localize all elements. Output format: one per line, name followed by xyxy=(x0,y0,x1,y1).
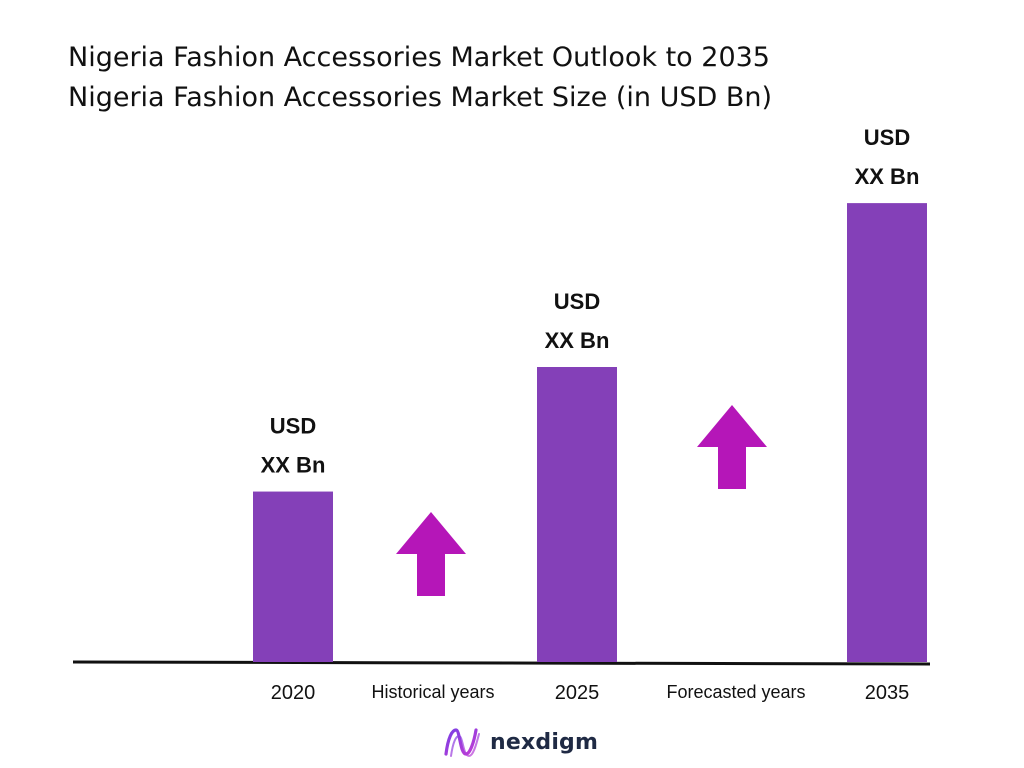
bar-2025 xyxy=(537,367,617,662)
brand-name: nexdigm xyxy=(490,729,599,755)
data-label-2025-line-1: USD xyxy=(554,289,600,314)
data-label-2035-line-2: XX Bn xyxy=(855,164,920,189)
title-line-1: Nigeria Fashion Accessories Market Outlo… xyxy=(68,42,770,73)
x-tick-label-2035: 2035 xyxy=(865,682,910,704)
brand-logo: nexdigm xyxy=(442,722,598,762)
bar-2035 xyxy=(847,203,927,662)
data-label-2025-line-2: XX Bn xyxy=(545,328,610,353)
x-axis-line xyxy=(72,660,931,666)
data-label-2035-line-1: USD xyxy=(864,125,910,150)
data-label-2020-line-1: USD xyxy=(270,414,316,439)
period-label-1: Historical years xyxy=(371,682,494,702)
chart-title: Nigeria Fashion Accessories Market Outlo… xyxy=(68,38,788,118)
x-tick-label-2025: 2025 xyxy=(555,682,600,704)
data-label-2020-line-2: XX Bn xyxy=(261,453,326,478)
title-line-2: Nigeria Fashion Accessories Market Size … xyxy=(68,82,773,113)
bar-2020 xyxy=(253,491,333,662)
nexdigm-logo-icon xyxy=(444,728,480,758)
period-label-2: Forecasted years xyxy=(666,682,805,702)
up-arrow-icon-1 xyxy=(396,512,466,596)
x-tick-label-2020: 2020 xyxy=(271,682,316,704)
up-arrow-icon-2 xyxy=(697,405,767,489)
